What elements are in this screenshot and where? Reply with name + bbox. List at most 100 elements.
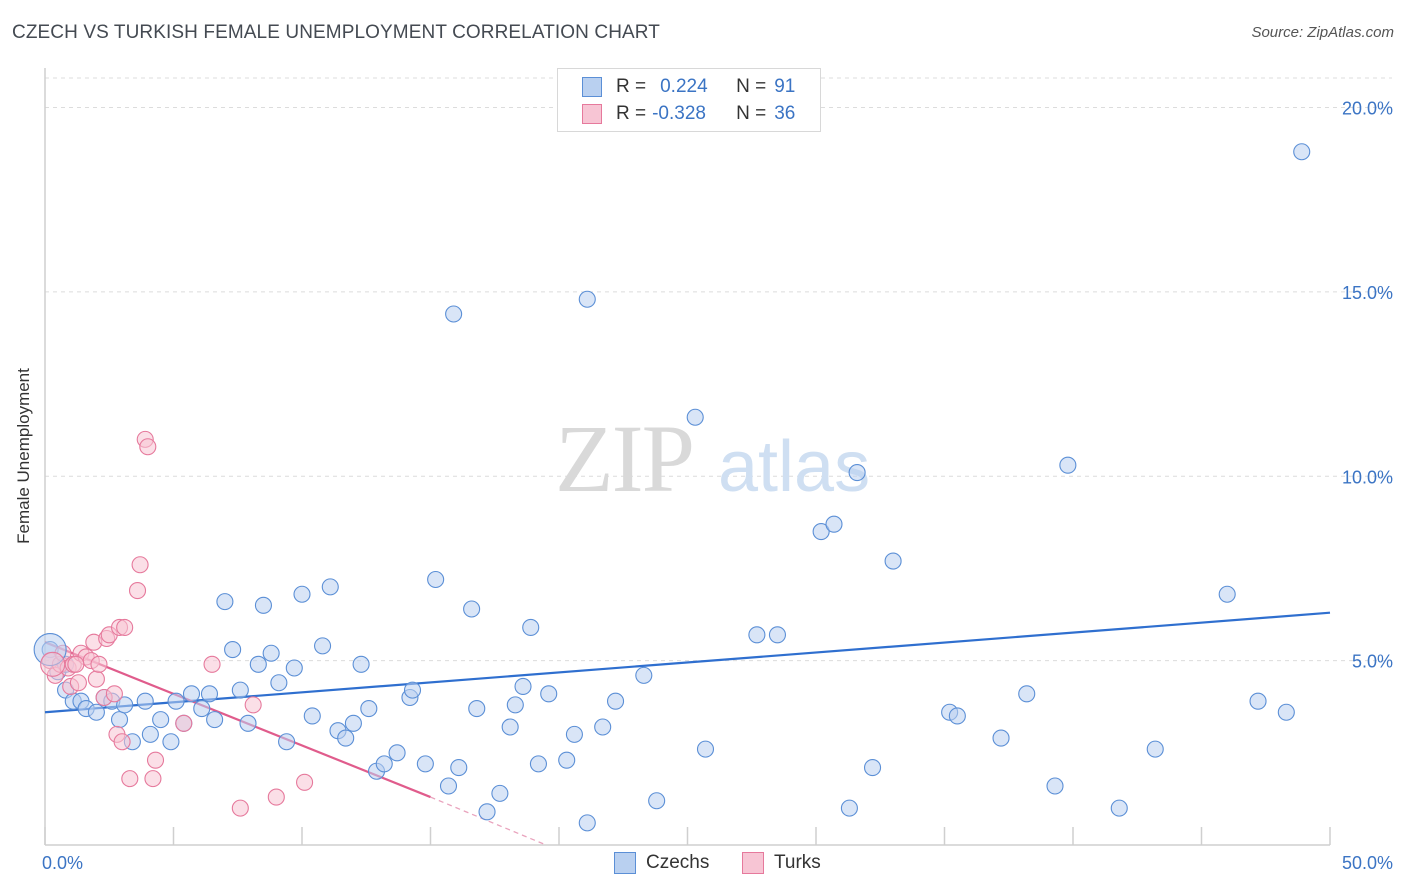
series-legend: Czechs Turks: [0, 852, 1406, 878]
point-czechs: [216, 593, 234, 611]
point-czechs: [522, 618, 540, 636]
point-czechs: [416, 755, 434, 773]
legend-n-label: N =: [736, 76, 767, 97]
turks-legend-swatch: [742, 852, 764, 874]
point-czechs: [450, 759, 468, 777]
point-czechs: [1110, 799, 1128, 817]
point-czechs: [303, 707, 321, 725]
point-turks: [121, 770, 139, 788]
point-czechs: [506, 696, 524, 714]
source-label: Source: ZipAtlas.com: [1251, 24, 1394, 41]
point-turks: [244, 696, 262, 714]
point-czechs: [439, 777, 458, 795]
point-czechs: [162, 733, 180, 751]
legend-item-turks[interactable]: Turks: [742, 852, 821, 874]
point-turks: [231, 799, 249, 817]
point-czechs: [1146, 740, 1164, 758]
point-czechs: [463, 600, 481, 618]
point-czechs: [578, 814, 596, 832]
legend-r-value: -0.328: [652, 103, 706, 124]
point-czechs: [110, 711, 129, 729]
point-czechs: [231, 681, 249, 699]
point-turks: [87, 670, 105, 688]
point-czechs: [193, 700, 211, 718]
chart-title: CZECH VS TURKISH FEMALE UNEMPLOYMENT COR…: [12, 22, 660, 43]
czechs-swatch: [582, 77, 602, 97]
point-czechs: [270, 674, 288, 692]
point-czechs: [840, 799, 858, 817]
point-czechs: [558, 751, 576, 769]
point-czechs: [293, 585, 311, 603]
legend-item-czechs[interactable]: Czechs: [614, 852, 709, 874]
y-tick-label: 20.0%: [1342, 99, 1393, 119]
point-turks: [139, 438, 157, 456]
point-czechs: [1059, 456, 1077, 474]
point-czechs: [427, 570, 445, 589]
point-turks: [203, 655, 221, 673]
point-czechs: [948, 707, 966, 725]
point-czechs: [337, 729, 355, 747]
turks-swatch: [582, 104, 602, 124]
point-czechs: [1293, 143, 1311, 161]
point-czechs: [491, 784, 509, 802]
point-czechs: [748, 626, 766, 644]
point-turks: [116, 618, 134, 636]
point-czechs: [1277, 703, 1295, 721]
point-czechs: [1249, 692, 1267, 710]
point-czechs: [167, 692, 185, 710]
point-czechs: [182, 685, 201, 703]
point-czechs: [285, 659, 303, 677]
point-czechs: [825, 515, 843, 533]
y-tick-label: 10.0%: [1342, 467, 1393, 487]
point-turks: [69, 674, 87, 692]
point-czechs: [768, 626, 787, 644]
point-turks: [90, 655, 108, 673]
czechs-legend-swatch: [614, 852, 636, 874]
data-points: [33, 143, 1311, 832]
point-czechs: [1018, 685, 1036, 703]
legend-n-value: 91: [774, 76, 796, 97]
legend-r-label: R =: [616, 76, 647, 97]
point-czechs: [87, 703, 105, 721]
trend-line-turks: [44, 641, 431, 799]
point-czechs: [206, 711, 224, 729]
trend-line-extension: [430, 796, 547, 846]
point-turks: [144, 770, 162, 788]
tick-labels: 5.0% 10.0% 15.0% 20.0% 0.0% 50.0%: [42, 99, 1393, 874]
legend-row-czechs: R = 0.224 N = 91: [582, 75, 795, 99]
point-turks: [296, 773, 314, 791]
point-czechs: [445, 305, 463, 323]
correlation-legend: R = 0.224 N = 91 R = -0.328 N = 36: [557, 68, 821, 132]
x-tick-label: 0.0%: [42, 853, 83, 873]
legend-n-value: 36: [774, 103, 796, 124]
point-czechs: [1046, 777, 1064, 795]
legend-row-turks: R = -0.328 N = 36: [582, 102, 795, 126]
point-czechs: [344, 714, 362, 732]
point-czechs: [352, 655, 370, 673]
point-czechs: [360, 700, 378, 718]
point-czechs: [152, 711, 170, 729]
point-turks: [113, 733, 131, 751]
x-tick-label: 50.0%: [1342, 853, 1393, 873]
point-czechs: [648, 792, 666, 810]
point-czechs: [594, 718, 612, 736]
point-czechs: [314, 637, 332, 655]
czechs-legend-label: Czechs: [646, 852, 710, 873]
point-turks: [67, 655, 85, 673]
turks-legend-label: Turks: [774, 852, 821, 873]
point-czechs: [565, 725, 583, 743]
point-czechs: [501, 718, 519, 736]
point-czechs: [224, 641, 242, 659]
legend-r-label: R =: [616, 103, 647, 124]
point-czechs: [863, 759, 882, 777]
point-turks: [128, 582, 147, 600]
y-tick-label: 5.0%: [1352, 652, 1393, 672]
point-turks: [146, 751, 165, 769]
point-czechs: [141, 725, 159, 743]
y-tick-label: 15.0%: [1342, 283, 1393, 303]
point-czechs: [529, 755, 547, 773]
point-czechs: [468, 700, 486, 718]
point-czechs: [375, 755, 393, 773]
axes: [44, 68, 1331, 846]
